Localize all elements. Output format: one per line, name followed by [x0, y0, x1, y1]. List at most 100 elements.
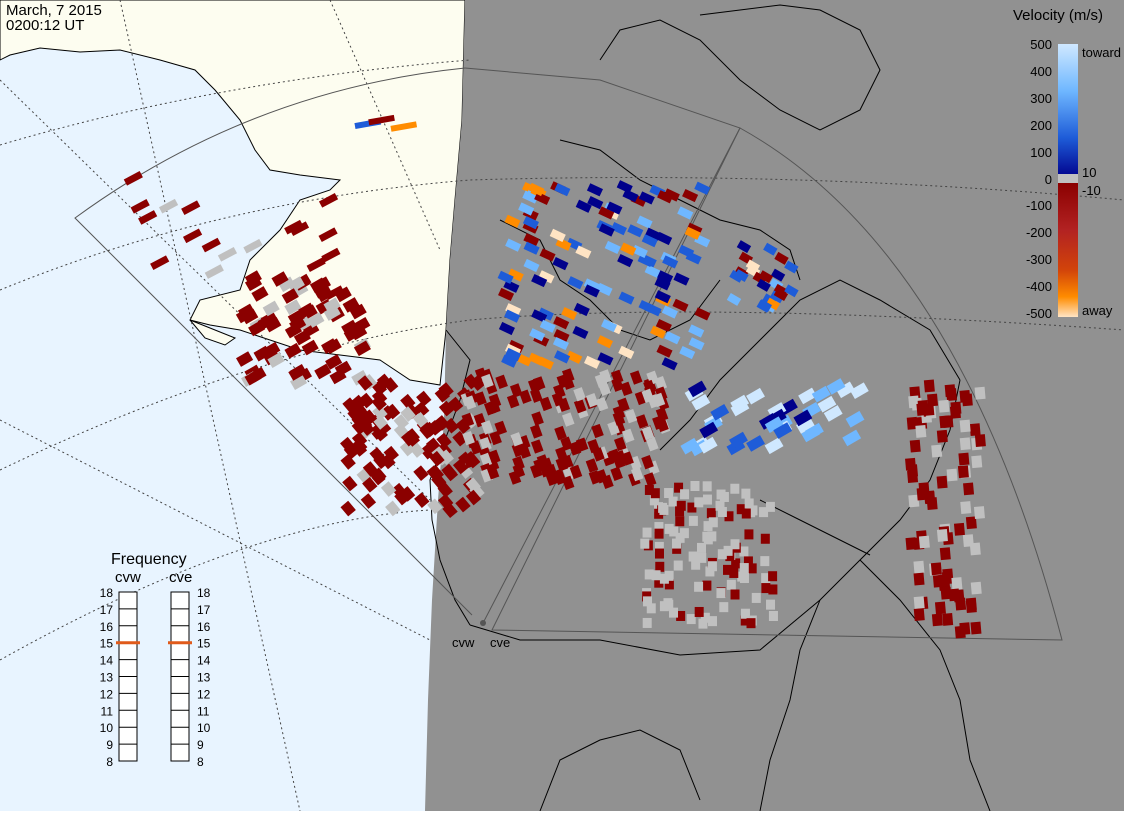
- scatter-cell: [654, 541, 664, 552]
- scatter-cell: [663, 188, 680, 202]
- scatter-cell: [730, 399, 750, 417]
- scatter-cell: [340, 436, 356, 453]
- scatter-cell: [253, 345, 271, 362]
- scatter-cell: [400, 430, 417, 447]
- scatter-cell: [959, 419, 971, 433]
- scatter-cell: [768, 611, 778, 622]
- scatter-cell: [650, 325, 667, 339]
- scatter-cell: [641, 455, 654, 470]
- scatter-cell: [507, 268, 524, 282]
- scatter-cell: [674, 482, 684, 493]
- scatter-cell: [946, 468, 958, 482]
- scatter-cell: [342, 297, 360, 313]
- scatter-cell: [323, 305, 341, 321]
- scatter-cell: [610, 466, 623, 481]
- scatter-cell: [643, 472, 657, 487]
- scatter-cell: [698, 436, 718, 454]
- scatter-cell: [678, 244, 695, 258]
- scatter-cell: [680, 489, 690, 500]
- scatter-cell: [723, 545, 733, 556]
- scatter-cell: [677, 206, 694, 220]
- frequency-tick-label: 17: [100, 603, 114, 617]
- legend-tick-label: -300: [1026, 252, 1052, 267]
- scatter-cell: [744, 498, 754, 509]
- radar-label-cve: cve: [490, 635, 510, 650]
- scatter-cell: [664, 579, 674, 590]
- scatter-cell: [598, 206, 615, 220]
- scatter-cell: [575, 245, 592, 259]
- scatter-cell: [671, 538, 681, 549]
- scatter-cell: [284, 299, 302, 315]
- scatter-cell: [726, 292, 742, 306]
- scatter-cell: [413, 465, 429, 481]
- scatter-cell: [539, 248, 556, 262]
- scatter-cell: [537, 307, 554, 321]
- scatter-cell: [251, 286, 269, 302]
- scatter-cell: [629, 370, 643, 385]
- legend-tick-label: -400: [1026, 279, 1052, 294]
- legend-zero-band: [1058, 174, 1078, 183]
- scatter-cell: [661, 305, 678, 319]
- scatter-cell: [716, 588, 726, 599]
- scatter-cell: [591, 423, 604, 439]
- scatter-cell: [729, 567, 739, 578]
- legend-gradient-bottom: [1058, 183, 1078, 317]
- scatter-cell: [934, 601, 946, 615]
- scatter-cell: [688, 515, 698, 526]
- scatter-cell: [598, 223, 615, 237]
- scatter-cell: [650, 488, 660, 499]
- scatter-cell: [342, 397, 358, 413]
- scatter-cell: [675, 532, 685, 543]
- scatter-cell: [538, 270, 555, 284]
- scatter-cell: [481, 373, 494, 389]
- scatter-cell: [842, 429, 862, 447]
- scatter-cell: [944, 384, 956, 398]
- scatter-cell: [505, 347, 522, 362]
- scatter-cell: [555, 237, 572, 251]
- scatter-cell: [357, 375, 373, 391]
- scatter-cell: [684, 226, 701, 240]
- scatter-cell: [611, 377, 624, 392]
- scatter-cell: [584, 355, 601, 369]
- scatter-cell: [534, 191, 551, 206]
- scatter-cell: [659, 573, 669, 584]
- scatter-cell: [913, 608, 925, 621]
- frequency-tick-label: 18: [100, 586, 114, 600]
- scatter-cell: [523, 241, 540, 255]
- scatter-cell: [909, 439, 921, 453]
- scatter-cell: [201, 237, 221, 253]
- scatter-cell: [271, 271, 289, 287]
- scatter-cell: [512, 463, 526, 479]
- frequency-indicator: Frequency cvw cve 18 18 17 17 16 16 15 15 14 14 13…: [100, 551, 211, 769]
- scatter-cell: [480, 420, 494, 435]
- frequency-tick-label: 10: [197, 721, 211, 735]
- scatter-cell: [369, 447, 385, 463]
- scatter-cell: [736, 240, 752, 254]
- scatter-cell: [498, 287, 515, 301]
- scatter-cell: [688, 337, 705, 351]
- scatter-cell: [501, 354, 518, 368]
- frequency-tick-label: 12: [100, 687, 114, 701]
- scatter-cell: [495, 374, 508, 390]
- scatter-cell: [596, 335, 614, 349]
- scatter-cell: [687, 502, 697, 513]
- scatter-cell: [915, 425, 927, 438]
- scatter-cell: [676, 610, 686, 621]
- scatter-cell: [511, 442, 525, 458]
- scatter-cell: [739, 563, 749, 574]
- scatter-cell: [664, 331, 681, 345]
- scatter-cell: [664, 523, 674, 534]
- scatter-cell: [651, 570, 661, 581]
- scatter-cell: [642, 617, 652, 628]
- scatter-cell: [351, 369, 369, 386]
- scatter-cell: [936, 475, 948, 489]
- scatter-cell: [746, 435, 765, 452]
- scatter-cell: [400, 393, 416, 410]
- scatter-cell: [770, 268, 786, 282]
- scatter-cell: [773, 288, 789, 302]
- scatter-cell: [529, 328, 546, 342]
- scatter-cell: [585, 392, 599, 408]
- scatter-cell: [522, 190, 539, 204]
- scatter-cell: [836, 381, 855, 399]
- scatter-cell: [908, 494, 920, 508]
